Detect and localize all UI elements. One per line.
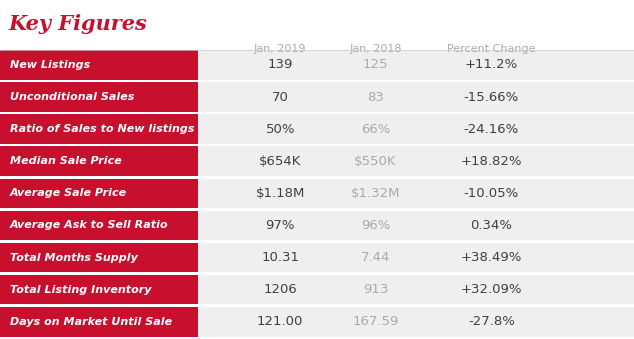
Text: $1.18M: $1.18M: [256, 187, 305, 200]
Text: Average Ask to Sell Ratio: Average Ask to Sell Ratio: [10, 220, 168, 231]
Text: Days on Market Until Sale: Days on Market Until Sale: [10, 317, 172, 327]
Text: 913: 913: [363, 283, 388, 296]
Bar: [198, 146, 634, 176]
Text: -10.05%: -10.05%: [463, 187, 519, 200]
Bar: [0, 211, 198, 240]
Bar: [0, 275, 198, 304]
Text: +11.2%: +11.2%: [465, 58, 518, 72]
Bar: [198, 114, 634, 144]
Text: 10.31: 10.31: [261, 251, 299, 264]
Text: 66%: 66%: [361, 123, 390, 136]
Bar: [198, 275, 634, 304]
Text: 0.34%: 0.34%: [470, 219, 512, 232]
Text: +18.82%: +18.82%: [460, 155, 522, 168]
Text: Jan, 2019: Jan, 2019: [254, 44, 306, 54]
Bar: [198, 243, 634, 272]
Text: 139: 139: [268, 58, 293, 72]
Bar: [198, 50, 634, 80]
Text: 1206: 1206: [263, 283, 297, 296]
Text: Median Sale Price: Median Sale Price: [10, 156, 121, 166]
Text: Total Listing Inventory: Total Listing Inventory: [10, 285, 151, 295]
Text: +38.49%: +38.49%: [461, 251, 522, 264]
Bar: [198, 179, 634, 208]
Text: Percent Change: Percent Change: [447, 44, 536, 54]
Text: New Listings: New Listings: [10, 60, 90, 70]
Text: Average Sale Price: Average Sale Price: [10, 188, 127, 198]
Bar: [0, 50, 198, 80]
Text: 70: 70: [272, 91, 288, 103]
Bar: [198, 211, 634, 240]
Bar: [198, 82, 634, 112]
Bar: [198, 307, 634, 337]
Bar: [0, 146, 198, 176]
Text: $654K: $654K: [259, 155, 301, 168]
Text: 121.00: 121.00: [257, 315, 304, 328]
Text: 50%: 50%: [266, 123, 295, 136]
Text: 125: 125: [363, 58, 388, 72]
Text: +32.09%: +32.09%: [460, 283, 522, 296]
Text: Total Months Supply: Total Months Supply: [10, 253, 138, 262]
Text: 97%: 97%: [266, 219, 295, 232]
Text: $1.32M: $1.32M: [351, 187, 400, 200]
Text: 83: 83: [367, 91, 384, 103]
Text: 167.59: 167.59: [352, 315, 399, 328]
Text: Ratio of Sales to New listings: Ratio of Sales to New listings: [10, 124, 194, 134]
Bar: [0, 243, 198, 272]
Text: Unconditional Sales: Unconditional Sales: [10, 92, 134, 102]
Text: $550K: $550K: [354, 155, 397, 168]
Text: 96%: 96%: [361, 219, 390, 232]
Bar: [0, 179, 198, 208]
Bar: [0, 82, 198, 112]
Bar: [0, 307, 198, 337]
Text: Jan, 2018: Jan, 2018: [349, 44, 401, 54]
Text: -15.66%: -15.66%: [463, 91, 519, 103]
Text: Key Figures: Key Figures: [8, 14, 147, 34]
Text: -27.8%: -27.8%: [468, 315, 515, 328]
Text: -24.16%: -24.16%: [463, 123, 519, 136]
Bar: [0, 114, 198, 144]
Text: 7.44: 7.44: [361, 251, 390, 264]
